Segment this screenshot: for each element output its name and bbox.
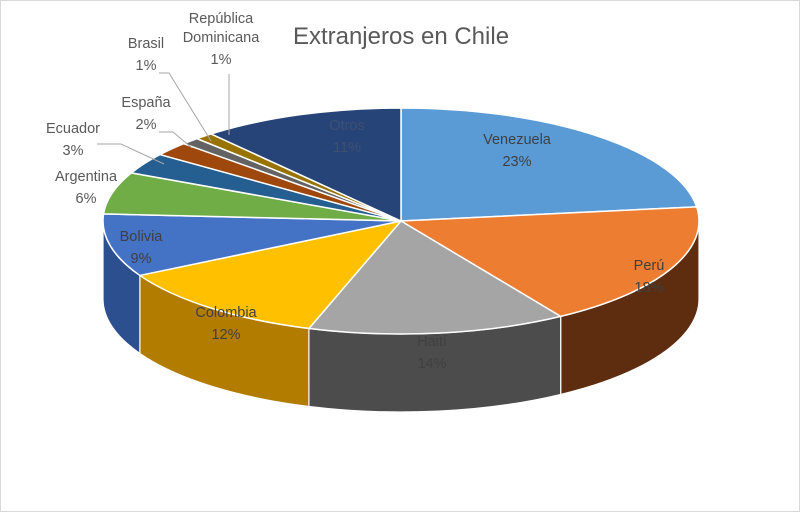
data-label-value: 18% — [634, 280, 663, 296]
pie-slice-colombia[interactable] — [139, 220, 402, 330]
data-label-value: 9% — [131, 251, 152, 267]
pie-slices — [102, 107, 700, 335]
data-label-colombia: Colombia 12% — [195, 305, 257, 343]
data-label-brasil: Brasil 1% — [128, 36, 164, 74]
data-label-peru: Perú 18% — [634, 258, 665, 296]
data-label-value: 11% — [333, 140, 361, 156]
pie-slice-venezuela[interactable] — [400, 107, 698, 222]
data-label-value: 23% — [502, 154, 531, 170]
pie-sides — [102, 220, 700, 413]
data-label-value: 1% — [211, 52, 232, 68]
data-label-name: Perú — [634, 258, 665, 274]
leader-line-brasil — [159, 72, 212, 142]
pie-slice-bolivia[interactable] — [102, 213, 402, 277]
data-label-name: Brasil — [128, 36, 164, 52]
data-label-name: España — [121, 95, 171, 111]
pie-slice-haiti[interactable] — [308, 220, 562, 335]
leader-lines — [97, 72, 230, 165]
data-label-name: Colombia — [195, 305, 257, 321]
data-label-value: 6% — [76, 191, 97, 207]
leader-line-ecuador — [97, 143, 165, 165]
data-label-haiti: Haití 14% — [417, 334, 447, 372]
data-label-espana: España 2% — [121, 95, 171, 133]
data-label-venezuela: Venezuela 23% — [483, 132, 552, 170]
data-label-value: 14% — [417, 356, 446, 372]
data-label-republica-dominicana: República Dominicana 1% — [183, 11, 260, 68]
data-label-name: Bolivia — [120, 229, 164, 245]
data-label-name: Otros — [329, 118, 364, 134]
data-label-value: 1% — [136, 58, 157, 74]
data-label-name: Dominicana — [183, 30, 260, 46]
data-label-name: Haití — [417, 334, 447, 350]
data-label-argentina: Argentina 6% — [55, 169, 118, 207]
chart-title: Extranjeros en Chile — [293, 23, 509, 50]
data-label-value: 2% — [136, 117, 157, 133]
data-label-name: Venezuela — [483, 132, 552, 148]
data-label-name: Ecuador — [46, 121, 100, 137]
data-label-name: República — [189, 11, 254, 27]
data-label-otros: Otros 11% — [329, 118, 364, 156]
data-label-ecuador: Ecuador 3% — [46, 121, 100, 159]
data-labels: Venezuela 23% Perú 18% Haití 14% Colombia 12% Bo… — [46, 11, 664, 372]
data-label-value: 12% — [211, 327, 240, 343]
pie-slice-peru[interactable] — [400, 206, 700, 318]
pie-slice-otros[interactable] — [210, 107, 402, 222]
data-label-name: Argentina — [55, 169, 118, 185]
data-label-value: 3% — [63, 143, 84, 159]
data-label-bolivia: Bolivia 9% — [120, 229, 164, 267]
leader-line-espana — [159, 131, 193, 149]
